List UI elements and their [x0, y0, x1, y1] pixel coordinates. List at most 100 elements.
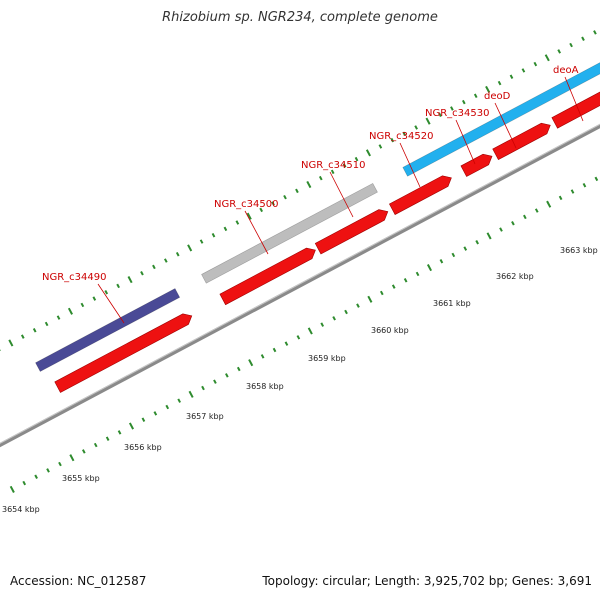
outer-tick: [318, 175, 323, 181]
leader-line: [455, 119, 476, 165]
inner-tick: [582, 182, 587, 188]
genome-summary-text: Topology: circular; Length: 3,925,702 bp…: [262, 574, 592, 588]
inner-tick: [426, 264, 433, 272]
outer-tick: [67, 307, 73, 315]
inner-tick: [511, 221, 515, 226]
inner-tick: [320, 322, 325, 327]
inner-tick: [344, 309, 348, 315]
inner-tick: [236, 366, 241, 372]
outer-tick: [450, 106, 454, 111]
outer-tick: [365, 149, 371, 157]
gene-label: NGR_c34510: [301, 160, 366, 171]
inner-tick: [117, 430, 122, 435]
inner-tick: [58, 461, 62, 467]
inner-tick: [153, 411, 158, 416]
outer-tick: [342, 163, 347, 168]
inner-tick: [415, 271, 420, 277]
scale-label: 3659 kbp: [308, 354, 346, 363]
cds-arrow: [314, 209, 389, 255]
gene-bar-ngr-c34490: [35, 288, 181, 372]
scale-label: 3661 kbp: [433, 299, 471, 308]
inner-tick: [46, 468, 50, 473]
scale-label: 3655 kbp: [62, 474, 100, 483]
inner-tick: [463, 246, 468, 251]
genome-backbone: [0, 123, 600, 448]
cds-arrow: [389, 175, 452, 215]
map-title: Rhizobium sp. NGR234, complete genome: [162, 10, 438, 25]
outer-tick: [402, 131, 407, 137]
scale-label: 3654 kbp: [2, 505, 40, 514]
outer-tick: [56, 315, 61, 320]
inner-tick: [475, 240, 479, 245]
inner-tick: [284, 341, 289, 346]
inner-tick: [177, 398, 181, 403]
outer-tick: [581, 36, 585, 41]
outer-tick: [438, 112, 442, 118]
backbone-highlight: [0, 123, 600, 444]
outer-tick: [211, 232, 216, 238]
scale-label: 3658 kbp: [246, 382, 284, 391]
outer-tick: [533, 61, 538, 67]
inner-tick: [81, 449, 86, 454]
inner-tick: [332, 316, 336, 321]
leader-line: [329, 171, 354, 218]
inner-tick: [356, 303, 360, 308]
inner-tick: [367, 295, 373, 303]
scale-labels: 3654 kbp 3655 kbp 3656 kbp 3657 kbp 3658 kbp…: [2, 246, 598, 514]
outer-tick: [461, 99, 466, 105]
inner-tick: [69, 454, 75, 462]
inner-tick: [34, 474, 38, 479]
gene-labels: NGR_c34490 NGR_c34500 NGR_c34510 NGR_c34520…: [42, 65, 579, 283]
cds-arrow: [54, 313, 193, 393]
outer-tick: [390, 137, 395, 143]
outer-tick: [199, 239, 204, 244]
outer-tick: [175, 251, 180, 257]
gene-label: NGR_c34500: [214, 199, 279, 210]
inner-tick: [128, 422, 135, 430]
scale-label: 3657 kbp: [186, 412, 224, 421]
inner-tick: [272, 347, 277, 353]
gene-label: NGR_c34520: [369, 131, 434, 142]
gene-track: [35, 62, 600, 372]
outer-tick: [509, 74, 514, 79]
inner-tick: [105, 436, 110, 441]
outer-tick: [44, 321, 49, 327]
leader-line: [494, 102, 517, 149]
scale-label: 3662 kbp: [496, 272, 534, 281]
inner-tick: [594, 176, 599, 182]
inner-tick: [523, 214, 527, 220]
inner-tick: [260, 354, 265, 359]
gene-bar-deod-deoa: [402, 62, 600, 177]
inner-tick: [570, 189, 575, 194]
outer-tick: [127, 276, 133, 284]
outer-tick: [32, 328, 37, 333]
cds-arrow: [460, 153, 493, 177]
inner-tick: [248, 359, 254, 367]
inner-tick: [9, 485, 15, 493]
outer-tick: [569, 42, 573, 48]
cds-arrow: [219, 247, 316, 306]
outer-tick: [187, 244, 193, 252]
outer-tick: [235, 220, 240, 225]
outer-tick: [8, 339, 14, 347]
outer-tick: [283, 194, 287, 200]
inner-tick: [391, 284, 396, 289]
outer-tick: [259, 207, 264, 213]
inner-tick: [22, 480, 27, 486]
gene-label: NGR_c34530: [425, 108, 490, 119]
outer-tick: [306, 180, 312, 189]
inner-tick-track: [9, 176, 599, 493]
leader-line: [399, 142, 421, 188]
outer-tick: [92, 296, 97, 301]
inner-tick: [141, 417, 146, 422]
outer-tick: [152, 264, 156, 270]
inner-tick: [439, 259, 444, 264]
inner-tick: [451, 252, 456, 258]
outer-tick: [116, 283, 120, 289]
inner-tick: [499, 227, 503, 232]
outer-tick: [593, 30, 597, 35]
outer-tick-track: [0, 30, 597, 351]
outer-tick: [163, 258, 168, 263]
outer-tick: [295, 188, 299, 194]
gene-label: deoA: [553, 65, 579, 76]
